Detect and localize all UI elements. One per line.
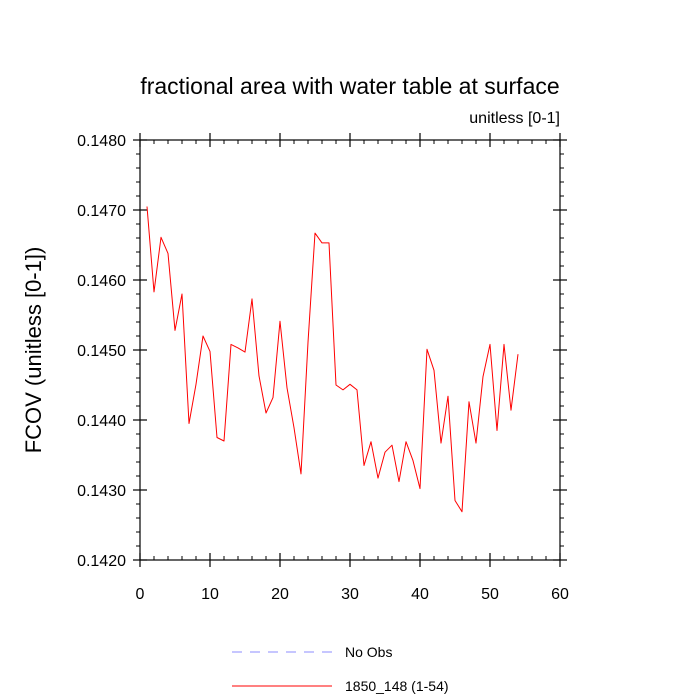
y-tick-label: 0.1470	[77, 203, 126, 220]
y-tick-label: 0.1430	[77, 483, 126, 500]
plot-frame	[139, 139, 561, 561]
x-tick-label: 60	[551, 586, 569, 603]
x-tick-label: 10	[201, 586, 219, 603]
chart-title: fractional area with water table at surf…	[140, 73, 559, 99]
x-tick-label: 0	[136, 586, 145, 603]
legend-label: 1850_148 (1-54)	[345, 678, 449, 694]
x-tick-label: 20	[271, 586, 289, 603]
axis-ticks	[133, 133, 567, 567]
y-tick-label: 0.1420	[77, 553, 126, 570]
series-group	[146, 206, 519, 513]
axis-tick-labels: 0 10 20 30 40 50 60 0.1420 0.1430 0.1440 0.1450 0.1…	[77, 133, 569, 603]
legend: No Obs 1850_148 (1-54)	[232, 644, 449, 694]
y-tick-label: 0.1460	[77, 273, 126, 290]
y-tick-label: 0.1480	[77, 133, 126, 150]
series-line	[146, 206, 519, 513]
x-tick-label: 40	[411, 586, 429, 603]
y-tick-label: 0.1450	[77, 343, 126, 360]
y-axis-label: FCOV (unitless [0-1])	[21, 247, 46, 454]
x-tick-label: 50	[481, 586, 499, 603]
y-tick-label: 0.1440	[77, 413, 126, 430]
units-label: unitless [0-1]	[469, 110, 560, 127]
legend-label: No Obs	[345, 644, 392, 660]
x-tick-label: 30	[341, 586, 359, 603]
